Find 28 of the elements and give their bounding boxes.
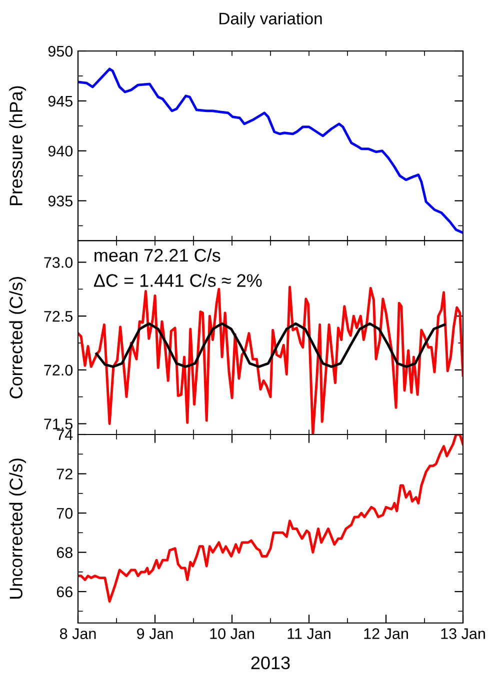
y-tick-label: 70	[56, 508, 73, 519]
annotation: ΔC = 1.441 C/s ≈ 2%	[94, 274, 262, 287]
line-series	[95, 322, 446, 368]
x-tick-label: 9 Jan	[137, 628, 173, 640]
x-axis-title: 2013	[251, 656, 290, 670]
y-axis-title: Pressure (hPa)	[9, 86, 26, 206]
y-tick-label: 72	[56, 468, 72, 480]
y-tick-label: 945	[48, 96, 72, 107]
y-tick-label: 66	[56, 586, 72, 598]
y-tick-label: 935	[48, 196, 72, 206]
chart-title: Daily variation	[220, 12, 322, 28]
y-tick-label: 950	[48, 46, 73, 57]
x-tick-label: 12 Jan	[364, 628, 408, 640]
x-tick-label: 10 Jan	[210, 628, 254, 640]
y-tick-label: 72.5	[44, 310, 72, 322]
line-series	[78, 68, 463, 234]
y-tick-label: 73.0	[44, 257, 73, 268]
y-tick-label: 68	[56, 547, 72, 558]
y-axis-title: Corrected (C/s)	[9, 277, 26, 398]
y-tick-label: 74	[56, 430, 73, 440]
y-tick-label: 940	[48, 146, 73, 157]
y-tick-label: 72.0	[44, 364, 73, 376]
y-axis-title: Uncorrected (C/s)	[9, 458, 26, 599]
annotation: mean 72.21 C/s	[94, 248, 220, 262]
x-tick-label: 8 Jan	[60, 628, 96, 640]
x-tick-label: 13 Jan	[441, 628, 485, 640]
y-tick-label: 71.5	[44, 418, 72, 430]
x-tick-label: 11 Jan	[288, 628, 330, 640]
